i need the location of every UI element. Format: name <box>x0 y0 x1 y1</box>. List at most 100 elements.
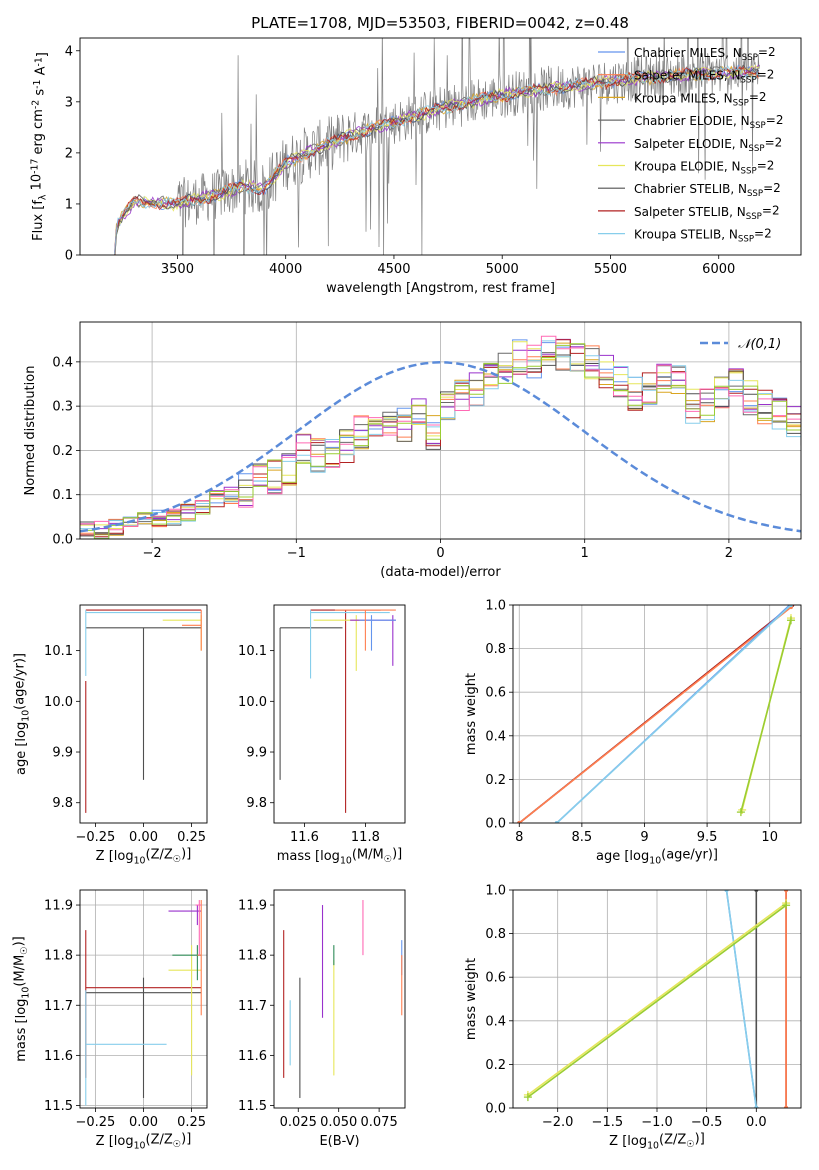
point-marker <box>554 821 559 823</box>
x-axis-label: age [log10(age/yr)] <box>596 848 718 867</box>
x-axis-label: E(B-V) <box>319 1134 359 1149</box>
y-axis-label: mass weight <box>464 673 479 755</box>
x-tick-label: 3500 <box>161 262 194 277</box>
mass-weight-line <box>740 620 792 813</box>
y-tick-label: 0.0 <box>52 533 73 548</box>
y-tick-label: 0 <box>65 249 73 264</box>
label-run: Salpeter ELODIE, N <box>634 137 748 151</box>
label-run: (age/yr)] <box>13 653 28 710</box>
legend-label: Kroupa STELIB, NSSP=2 <box>634 226 772 244</box>
label-run: SSP <box>742 53 758 63</box>
label-run: Salpeter STELIB, N <box>634 205 746 219</box>
label-run: 10 <box>20 987 31 999</box>
label-run: wavelength [Angstrom, rest frame] <box>326 281 555 296</box>
point-marker <box>724 890 729 892</box>
mass-weight-lines <box>523 890 791 1108</box>
errorbar-marks <box>85 900 202 1106</box>
label-run: (Z/Z <box>659 1133 686 1148</box>
y-tick-label: 0.4 <box>485 1014 506 1029</box>
label-run: =2 <box>762 204 780 218</box>
x-tick-label: 10 <box>761 830 778 845</box>
label-run: A <box>34 66 49 79</box>
mass-weight-line <box>527 902 787 1096</box>
label-run: Normed distribution <box>23 366 38 496</box>
y-tick-label: 3 <box>65 95 73 110</box>
legend-label: Chabrier STELIB, NSSP=2 <box>634 181 781 199</box>
x-tick-label: 0.025 <box>280 1115 317 1130</box>
y-tick-label: 11.5 <box>238 1099 267 1114</box>
residuals-panel: −2 −1 0 1 2 0.0 0.1 0.2 0.3 0.4 (data-model)/error… <box>23 321 802 580</box>
point-marker <box>517 821 522 823</box>
y-tick-label: 11.6 <box>238 1049 267 1064</box>
x-axis-label: (data-model)/error <box>380 565 501 580</box>
x-tick-label: 2 <box>725 546 733 561</box>
y-tick-label: 11.9 <box>238 899 267 914</box>
legend-label: Chabrier ELODIE, NSSP=2 <box>634 113 783 131</box>
label-run: SSP <box>748 144 764 154</box>
label-run: Kroupa ELODIE, N <box>634 160 741 174</box>
label-run: SSP <box>741 167 757 177</box>
label-run: SSP <box>738 235 754 245</box>
age-vs-mass-panel: 11.6 11.8 9.8 9.9 10.0 10.1 mass [log10(M/M☉)] <box>238 604 406 866</box>
x-tick-label: 1 <box>581 546 589 561</box>
label-run: -2 <box>31 100 42 109</box>
label-run: =2 <box>763 181 781 195</box>
legend-label: Chabrier MILES, NSSP=2 <box>634 45 776 63</box>
mass-vs-extinction-panel: 0.025 0.050 0.075 11.5 11.6 11.7 11.8 11.9 E(B-V… <box>238 889 406 1149</box>
y-tick-label: 0.3 <box>52 400 73 415</box>
label-run: )] <box>695 1131 705 1146</box>
age-vs-metallicity-panel: −0.25 0.00 0.259.89.910.010.1Z [log10(Z/Z☉… <box>13 604 208 866</box>
y-tick-label: 0.1 <box>52 488 73 503</box>
label-run: 10 <box>134 1140 146 1151</box>
model-spectrum-line <box>114 65 760 255</box>
label-run: (age/yr)] <box>661 848 718 863</box>
y-tick-label: 9.8 <box>246 796 267 811</box>
label-run: ☉ <box>686 1139 694 1150</box>
label-run: age [log <box>14 722 29 775</box>
legend-label: Kroupa ELODIE, NSSP=2 <box>634 158 774 176</box>
y-tick-label: 9.9 <box>52 746 73 761</box>
x-tick-label: −0.25 <box>75 1115 115 1130</box>
label-run: SSP <box>747 189 763 199</box>
y-tick-label: 11.8 <box>238 949 267 964</box>
y-tick-label: 0.2 <box>485 1058 506 1073</box>
y-tick-label: 0.2 <box>485 773 506 788</box>
histogram-series-line <box>80 335 801 531</box>
label-run: ☉ <box>173 854 181 865</box>
spectrum-panel: 3500 4000 4500 5000 5500 6000 0 1 2 3 4 wavelength … <box>29 37 802 296</box>
label-run: =2 <box>757 68 775 82</box>
label-run: )] <box>11 936 26 946</box>
label-run: Z [log <box>96 849 134 864</box>
mass-weight-lines <box>517 605 795 823</box>
x-tick-label: 9.5 <box>697 830 718 845</box>
label-run: Kroupa STELIB, N <box>634 228 738 242</box>
label-run: Chabrier MILES, N <box>634 46 742 60</box>
errorbar-marks <box>283 900 403 1098</box>
y-tick-label: 1 <box>65 197 73 212</box>
y-tick-label: 0.6 <box>485 686 506 701</box>
y-axis-label: age [log10(age/yr)] <box>13 653 32 775</box>
y-tick-label: 0.8 <box>485 642 506 657</box>
x-tick-label: 0.075 <box>361 1115 398 1130</box>
legend-label: Salpeter MILES, NSSP=2 <box>634 68 774 86</box>
mass-weight-line <box>518 606 792 823</box>
label-run: E(B-V) <box>319 1134 359 1149</box>
y-tick-label: 11.5 <box>44 1099 73 1114</box>
legend-label: Salpeter STELIB, NSSP=2 <box>634 204 780 222</box>
label-run: =2 <box>766 113 784 127</box>
label-run: ☉ <box>173 1139 181 1150</box>
y-tick-label: 9.9 <box>246 746 267 761</box>
label-run: =2 <box>757 158 775 172</box>
label-run: 10 <box>20 710 31 722</box>
label-run: Z [log <box>609 1134 647 1149</box>
y-tick-label: 0.4 <box>52 355 73 370</box>
x-axis-label: wavelength [Angstrom, rest frame] <box>326 281 555 296</box>
label-run: SSP <box>733 98 749 108</box>
y-tick-label: 10.0 <box>238 695 267 710</box>
label-run: 10 <box>30 174 45 195</box>
label-run: s <box>32 89 47 100</box>
label-run: -17 <box>29 159 40 174</box>
label-run: mass weight <box>464 673 479 755</box>
label-run: )] <box>392 846 402 861</box>
